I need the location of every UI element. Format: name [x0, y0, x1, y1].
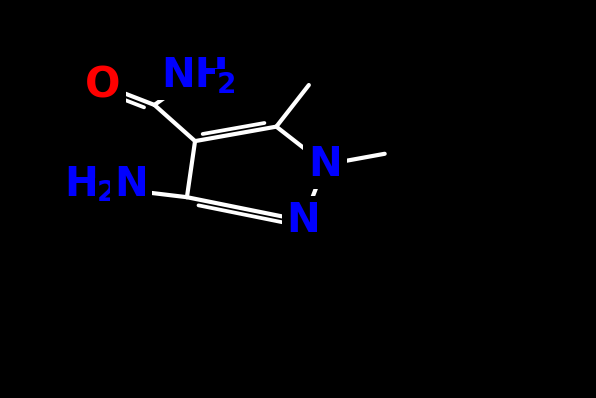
Text: N: N — [287, 201, 320, 241]
Text: N: N — [308, 144, 342, 185]
Text: N: N — [114, 164, 148, 205]
Text: 2: 2 — [216, 71, 236, 99]
Text: H: H — [64, 164, 98, 205]
Text: O: O — [85, 64, 121, 106]
Text: NH: NH — [162, 56, 229, 96]
Text: 2: 2 — [97, 179, 116, 207]
